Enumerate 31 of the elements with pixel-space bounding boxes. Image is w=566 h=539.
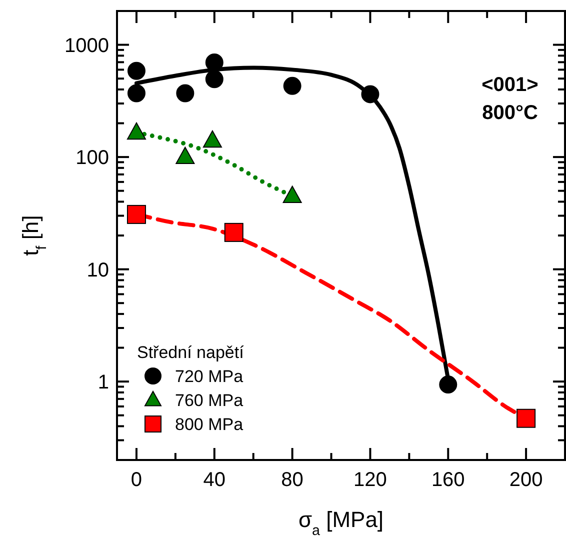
point <box>176 84 194 102</box>
x-tick-label: 160 <box>431 469 465 491</box>
point <box>176 146 195 164</box>
point <box>282 186 302 203</box>
annotation: 800°C <box>482 102 538 124</box>
legend-label: 760 MPa <box>175 391 244 410</box>
point <box>205 70 224 88</box>
y-tick-label: 1000 <box>64 34 109 57</box>
point <box>127 84 146 102</box>
x-tick-label: 120 <box>354 469 387 491</box>
legend-label: 800 MPa <box>175 415 244 434</box>
y-tick-label: 100 <box>76 147 109 170</box>
legend-title: Střední napětí <box>137 343 244 362</box>
point <box>202 130 222 148</box>
x-tick-label: 80 <box>281 469 304 491</box>
x-tick-label: 0 <box>130 469 142 491</box>
x-axis-title: σ$_{a}$ [MPa] <box>298 507 384 539</box>
point <box>361 85 380 104</box>
y-tick-label: 1 <box>98 372 109 394</box>
y-tick-label: 10 <box>86 259 109 282</box>
point <box>126 204 146 224</box>
annotation: <001> <box>482 74 538 96</box>
x-tick-label: 40 <box>203 469 226 491</box>
point <box>224 222 244 242</box>
x-tick-label: 200 <box>509 469 543 491</box>
point <box>283 76 302 95</box>
point <box>126 122 146 140</box>
point <box>439 376 458 394</box>
point <box>516 408 536 428</box>
point <box>127 62 146 80</box>
legend-label: 720 MPa <box>175 367 244 386</box>
